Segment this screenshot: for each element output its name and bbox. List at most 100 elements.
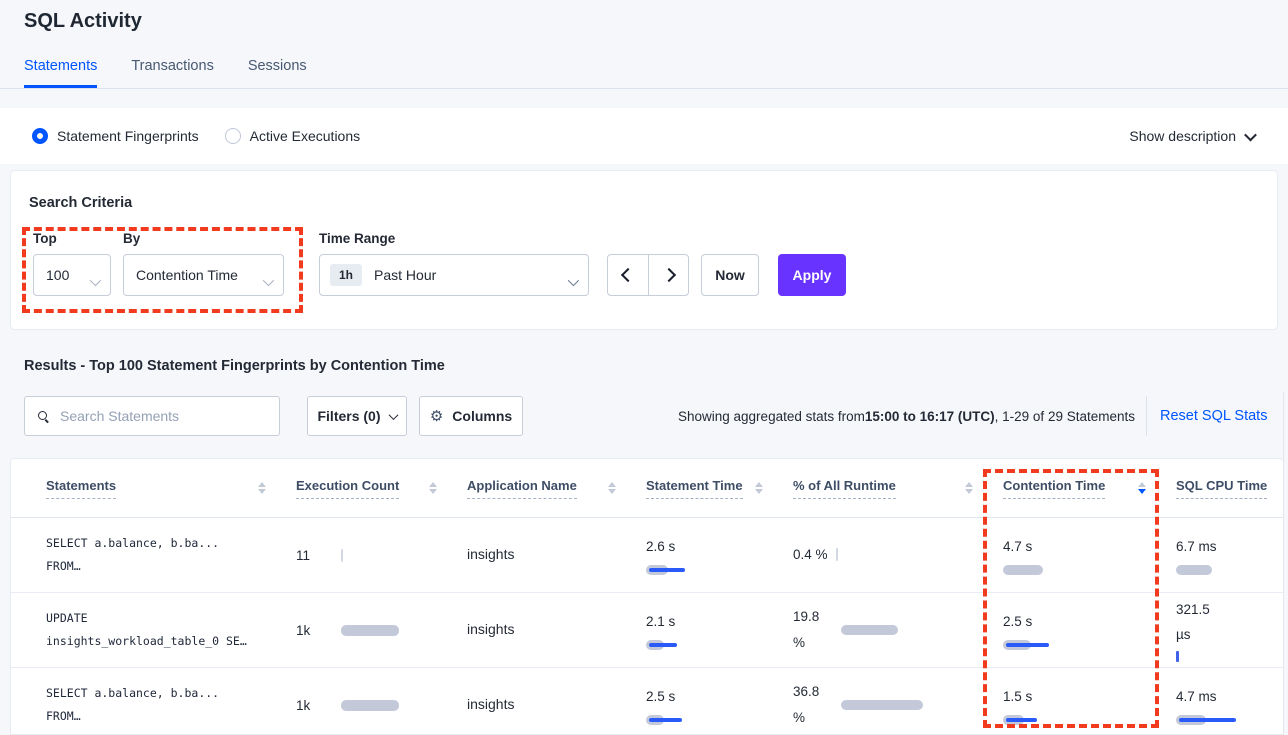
metric-bar: [646, 564, 756, 575]
time-range-select[interactable]: 1h Past Hour: [319, 254, 589, 296]
metric-value: 2.5 s: [1003, 614, 1033, 630]
radio-unselected-icon[interactable]: [224, 128, 241, 144]
radio-active-executions[interactable]: Active Executions: [224, 128, 361, 144]
metric-bar: [1003, 639, 1113, 650]
execution-count-cell: 11: [296, 548, 467, 563]
column-header-statements[interactable]: Statements: [11, 478, 296, 499]
metric-value: 36.8 %: [793, 684, 820, 725]
reset-sql-stats-link[interactable]: Reset SQL Stats: [1160, 408, 1268, 424]
metric-tick-bar: [835, 547, 838, 561]
by-select-value: Contention Time: [136, 267, 238, 283]
percent-runtime-cell: 0.4 %: [793, 542, 1003, 568]
column-header-label: Statements: [46, 478, 117, 499]
tabs-divider: [0, 88, 1288, 89]
column-header-contention-time[interactable]: Contention Time: [1003, 478, 1176, 499]
execution-count-value: 1k: [296, 697, 311, 713]
column-header-of-all-runtime[interactable]: % of All Runtime: [793, 478, 1003, 499]
metric-bar-blue: [649, 567, 685, 572]
statement-cell: SELECT a.balance, b.ba... FROM…: [11, 682, 296, 728]
metric-bar: [1003, 714, 1113, 725]
execution-count-cell: 1k: [296, 623, 467, 638]
metric-bar: [1176, 714, 1283, 725]
chevron-down-icon: [262, 274, 275, 287]
table-header-row: Statements Execution Count Application Nam…: [11, 459, 1283, 518]
percent-runtime-cell: 36.8 %: [793, 679, 1003, 730]
contention-time-cell: 2.5 s: [1003, 610, 1176, 650]
sort-icon[interactable]: [429, 482, 437, 494]
filters-button[interactable]: Filters (0): [307, 396, 407, 436]
metric-value: 1.5 s: [1003, 689, 1033, 705]
top-select[interactable]: 100: [33, 254, 111, 296]
metric-bar: [646, 639, 756, 650]
statement-link[interactable]: UPDATE insights_workload_table_0 SE…: [46, 611, 247, 648]
radio-statement-fingerprints[interactable]: Statement Fingerprints: [32, 128, 199, 144]
time-nav-group: [607, 254, 689, 296]
column-header-application-name[interactable]: Application Name: [467, 478, 646, 499]
metric-value: 2.6 s: [646, 539, 676, 555]
now-button[interactable]: Now: [701, 254, 759, 296]
column-header-label: % of All Runtime: [793, 478, 896, 499]
column-header-label: Statement Time: [646, 478, 743, 499]
page-title: SQL Activity: [24, 10, 142, 32]
contention-time-cell: 1.5 s: [1003, 685, 1176, 725]
radio-selected-icon[interactable]: [32, 128, 48, 144]
sort-icon[interactable]: [258, 482, 266, 494]
metric-bar-gray: [341, 624, 399, 636]
search-criteria-panel: Search Criteria Top By Time Range 100 Co…: [10, 170, 1278, 330]
percent-runtime-cell: 19.8 %: [793, 604, 1003, 655]
metric-value: 2.5 s: [646, 689, 676, 705]
chevron-left-icon: [620, 267, 636, 283]
sort-icon[interactable]: [1138, 482, 1146, 494]
execution-count-value: 11: [296, 547, 311, 563]
metric-bar-blue: [649, 642, 677, 647]
metric-value: 4.7 s: [1003, 539, 1033, 555]
chevron-down-icon: [388, 409, 398, 420]
sort-icon[interactable]: [608, 482, 616, 494]
by-select[interactable]: Contention Time: [123, 254, 284, 296]
contention-time-cell: 4.7 s: [1003, 535, 1176, 575]
toolbar-divider: [1146, 396, 1147, 436]
column-header-execution-count[interactable]: Execution Count: [296, 478, 467, 499]
metric-bar-blue: [1006, 642, 1049, 647]
column-header-statement-time[interactable]: Statement Time: [646, 478, 793, 499]
metric-bar-gray: [341, 699, 399, 711]
next-time-button[interactable]: [648, 254, 689, 296]
column-header-label: Contention Time: [1003, 478, 1106, 499]
apply-button[interactable]: Apply: [778, 254, 846, 296]
statement-link[interactable]: SELECT a.balance, b.ba... FROM…: [46, 686, 220, 723]
metric-bar: [1003, 564, 1113, 575]
column-header-sql-cpu-time[interactable]: SQL CPU Time: [1176, 478, 1282, 499]
columns-label: Columns: [452, 408, 513, 424]
column-header-label: Execution Count: [296, 478, 400, 499]
statement-cell: UPDATE insights_workload_table_0 SE…: [11, 607, 296, 653]
statement-link[interactable]: SELECT a.balance, b.ba... FROM…: [46, 536, 220, 573]
search-statements-box[interactable]: [24, 396, 280, 436]
execution-count-cell: 1k: [296, 698, 467, 713]
results-toolbar: Filters (0) ⚙ Columns Showing aggregated…: [0, 396, 1288, 436]
time-range-label: Time Range: [319, 231, 396, 246]
metric-value: 2.1 s: [646, 614, 676, 630]
previous-time-button[interactable]: [607, 254, 648, 296]
tab-transactions[interactable]: Transactions: [131, 58, 214, 74]
view-toggle-bar: Statement Fingerprints Active Executions…: [0, 108, 1288, 164]
statements-table: Statements Execution Count Application Nam…: [10, 458, 1283, 735]
metric-value: 19.8 %: [793, 609, 820, 650]
tab-statements[interactable]: Statements: [24, 58, 98, 88]
radio-label: Statement Fingerprints: [57, 128, 199, 144]
columns-button[interactable]: ⚙ Columns: [419, 396, 523, 436]
metric-bar: [841, 625, 951, 635]
sort-icon[interactable]: [755, 482, 763, 494]
top-label: Top: [33, 231, 57, 246]
sort-icon[interactable]: [965, 482, 973, 494]
tab-bar: Statements Transactions Sessions: [24, 58, 307, 88]
application-name-value: insights: [467, 546, 515, 562]
application-name-value: insights: [467, 696, 515, 712]
metric-bar-gray: [841, 625, 898, 635]
search-criteria-heading: Search Criteria: [29, 195, 133, 211]
application-name-cell: insights: [467, 546, 646, 564]
radio-label: Active Executions: [249, 128, 361, 144]
show-description-toggle[interactable]: Show description: [1129, 108, 1257, 164]
metric-value: 321.5 µs: [1176, 601, 1210, 642]
search-input[interactable]: [58, 407, 262, 425]
tab-sessions[interactable]: Sessions: [247, 58, 307, 74]
